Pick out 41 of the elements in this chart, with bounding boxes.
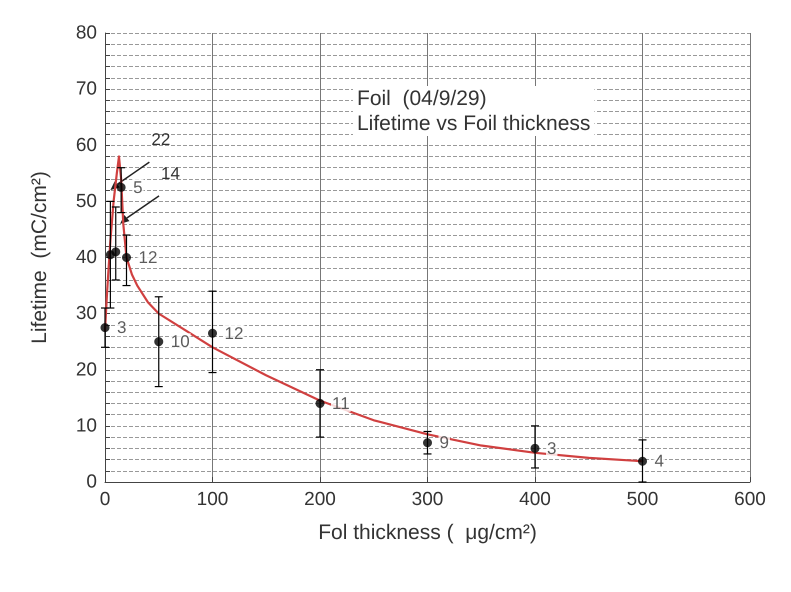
- annotation: 9: [440, 433, 449, 452]
- y-tick-label: 70: [76, 78, 97, 100]
- x-axis-title: Fol thickness ( μg/cm²): [318, 521, 537, 544]
- annotation: 3: [547, 438, 556, 458]
- y-axis-title: Lifetime (mC/cm²): [28, 171, 51, 344]
- point: [116, 182, 126, 192]
- annotation: 11: [332, 394, 350, 413]
- point: [530, 444, 540, 453]
- annotation: 12: [138, 248, 158, 267]
- x-tick-label: 500: [626, 489, 658, 510]
- x-tick-label: 200: [304, 489, 336, 510]
- annotation: 3: [117, 318, 126, 338]
- y-tick-label: 20: [76, 359, 97, 380]
- point: [208, 328, 217, 338]
- x-tick-label: 600: [734, 489, 766, 510]
- point: [316, 398, 324, 408]
- y-tick-label: 0: [86, 472, 97, 492]
- y-tick-label: 30: [76, 303, 97, 324]
- annotation: 10: [170, 332, 190, 352]
- y-tick-label: 50: [76, 190, 97, 212]
- y-tick-label: 60: [76, 134, 97, 156]
- point: [122, 253, 131, 262]
- annotation: 5: [133, 178, 143, 197]
- annotation: 14: [161, 164, 180, 183]
- y-tick-label: 80: [76, 22, 97, 44]
- x-tick-label: 100: [196, 489, 228, 510]
- annotation: 12: [224, 324, 244, 343]
- text: Lifetime vs Foil thickness: [357, 112, 590, 135]
- point: [423, 438, 432, 448]
- y-tick-label: 40: [76, 247, 97, 268]
- point: [638, 456, 647, 466]
- text: Foil (04/9/29): [357, 87, 487, 110]
- x-tick-label: 400: [519, 489, 551, 510]
- point: [100, 323, 110, 332]
- point: [111, 247, 120, 256]
- point: [154, 337, 164, 346]
- y-tick-label: 10: [76, 415, 97, 436]
- annotation: 4: [654, 452, 664, 471]
- x-tick-label: 300: [412, 489, 444, 510]
- x-tick-label: 0: [100, 489, 110, 510]
- annotation: 22: [151, 130, 170, 150]
